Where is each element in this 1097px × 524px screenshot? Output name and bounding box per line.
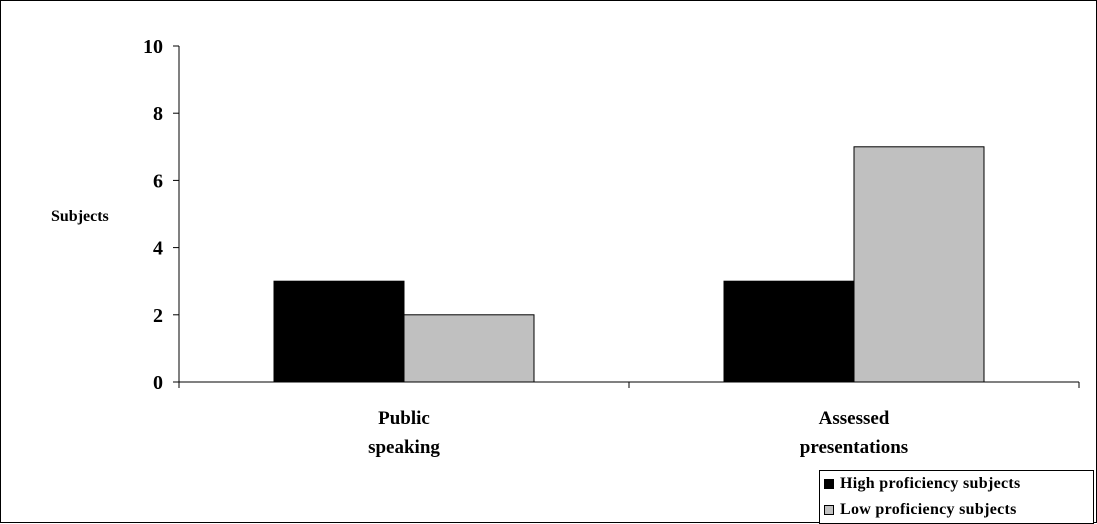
legend-item-low: Low proficiency subjects: [824, 499, 1017, 521]
legend: High proficiency subjects Low proficienc…: [819, 470, 1094, 524]
legend-label-high: High proficiency subjects: [840, 475, 1021, 492]
y-tick-label: 8: [153, 103, 163, 125]
bars: [273, 146, 985, 383]
y-axis-label: Subjects: [51, 208, 109, 225]
x-category-label: Public: [378, 408, 430, 429]
y-tick-label: 4: [153, 238, 163, 260]
bar: [273, 280, 405, 383]
labels: 0 2 4 6 8 10 Subjects Public speaking Assessed pre…: [51, 36, 908, 458]
legend-item-high: High proficiency subjects: [824, 473, 1021, 495]
y-tick-label: 2: [153, 305, 163, 327]
x-category-label: speaking: [368, 437, 440, 458]
legend-swatch-high: [824, 479, 834, 489]
x-category-label: Assessed: [819, 408, 890, 429]
legend-swatch-low: [824, 505, 834, 515]
y-tick-label: 0: [153, 372, 163, 394]
bar: [403, 314, 535, 383]
x-category-label: presentations: [800, 437, 908, 458]
legend-label-low: Low proficiency subjects: [840, 501, 1017, 518]
bar: [723, 280, 855, 383]
bar: [853, 146, 985, 383]
y-tick-label: 6: [153, 170, 163, 192]
y-tick-label: 10: [143, 36, 163, 58]
